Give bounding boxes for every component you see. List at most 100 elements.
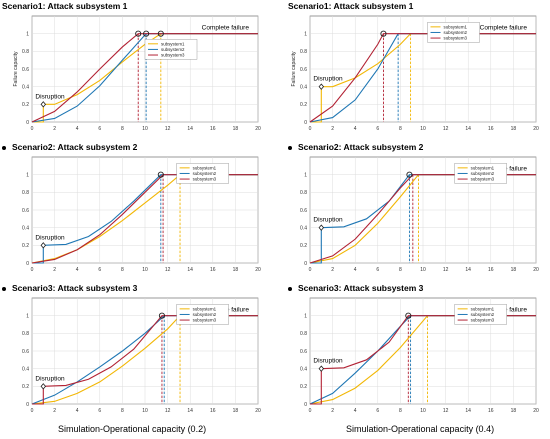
legend-label-subsystem3: subsystem3 <box>193 318 217 323</box>
bullet-icon <box>2 145 6 150</box>
x-tick-label: 6 <box>98 126 101 132</box>
line-chart: 0 2 4 6 8 10 12 14 16 18 20 0 0.2 0.4 0.6 0.8 1 Disruptio… <box>22 156 261 273</box>
caption-right: Simulation-Operational capacity (0.4) <box>346 424 495 434</box>
chart-title: Scenario2: Attack subsystem 2 <box>288 142 423 152</box>
y-tick-label: 0 <box>304 402 307 408</box>
x-tick-label: 16 <box>488 267 494 273</box>
legend-box <box>427 22 480 43</box>
chart-title: Scenario2: Attack subsystem 2 <box>2 142 137 152</box>
x-tick-label: 20 <box>255 126 261 132</box>
failure-point-marker <box>157 171 164 178</box>
x-tick-label: 10 <box>420 126 426 132</box>
legend-label-subsystem3: subsystem3 <box>471 318 495 323</box>
x-tick-label: 2 <box>331 267 334 273</box>
x-tick-label: 18 <box>511 408 517 414</box>
y-tick-label: 0.6 <box>300 349 307 355</box>
chart-panel-6: Scenario3: Attack subsystem 3 0 2 4 6 8 10 12 14… <box>278 282 550 420</box>
legend-label-subsystem3: subsystem3 <box>161 53 185 58</box>
legend-label-subsystem2: subsystem2 <box>193 171 217 176</box>
chart-title: Scenario3: Attack subsystem 3 <box>288 283 423 293</box>
legend-label-subsystem3: subsystem3 <box>444 36 468 41</box>
x-tick-label: 16 <box>488 126 494 132</box>
x-tick-label: 12 <box>443 267 449 273</box>
legend-label-subsystem3: subsystem3 <box>193 177 217 182</box>
series-line-subsystem3 <box>310 315 536 405</box>
series-line-subsystem3 <box>32 315 258 405</box>
x-tick-label: 16 <box>210 408 216 414</box>
y-axis-label: Failure capacity <box>13 51 19 87</box>
bullet-icon <box>288 145 292 150</box>
chart-title-text: Scenario2: Attack subsystem 2 <box>12 142 138 152</box>
x-tick-label: 6 <box>98 408 101 414</box>
y-tick-label: 0.6 <box>300 67 307 73</box>
x-tick-label: 12 <box>165 126 171 132</box>
x-tick-label: 8 <box>399 408 402 414</box>
chart-panel-5: Scenario3: Attack subsystem 3 0 2 4 6 8 10 12 14… <box>0 282 272 420</box>
disruption-label: Disruption <box>313 358 343 365</box>
failure-point-marker <box>380 30 387 37</box>
bullet-icon <box>288 286 292 291</box>
x-tick-label: 4 <box>76 408 79 414</box>
legend-label-subsystem1: subsystem1 <box>471 306 495 311</box>
x-tick-label: 16 <box>210 267 216 273</box>
failure-point-marker <box>406 171 413 178</box>
x-tick-label: 12 <box>165 267 171 273</box>
series-line-subsystem1 <box>31 315 258 405</box>
x-tick-label: 8 <box>121 126 124 132</box>
legend-label-subsystem2: subsystem2 <box>161 47 185 52</box>
legend-box <box>454 304 507 325</box>
chart-panel-2: Scenario1: Attack subsystem 1 0 2 4 6 8 10 12 14… <box>278 0 550 138</box>
chart-panel-3: Scenario2: Attack subsystem 2 0 2 4 6 8 10 12 14… <box>0 141 272 279</box>
line-chart: 0 2 4 6 8 10 12 14 16 18 20 0 0.2 0.4 0.6 0.8 1 Disruptio… <box>300 297 539 414</box>
legend-label-subsystem1: subsystem1 <box>193 306 217 311</box>
y-tick-label: 0 <box>26 120 29 126</box>
x-tick-label: 4 <box>76 267 79 273</box>
chart-title-text: Scenario2: Attack subsystem 2 <box>298 142 424 152</box>
chart-panel-4: Scenario2: Attack subsystem 2 0 2 4 6 8 10 12 14… <box>278 141 550 279</box>
x-tick-label: 14 <box>187 408 193 414</box>
x-tick-label: 8 <box>121 267 124 273</box>
y-tick-label: 0.6 <box>22 349 29 355</box>
legend-label-subsystem1: subsystem1 <box>193 165 217 170</box>
y-tick-label: 0 <box>304 261 307 267</box>
x-tick-label: 0 <box>309 126 312 132</box>
legend-label-subsystem2: subsystem2 <box>193 312 217 317</box>
x-tick-label: 2 <box>53 126 56 132</box>
y-tick-label: 1 <box>304 313 307 319</box>
x-tick-label: 18 <box>233 408 239 414</box>
y-tick-label: 0.8 <box>22 331 29 337</box>
y-tick-label: 1 <box>304 172 307 178</box>
x-tick-label: 4 <box>354 126 357 132</box>
legend-label-subsystem1: subsystem1 <box>161 41 185 46</box>
y-tick-label: 0.6 <box>22 67 29 73</box>
y-tick-label: 0.8 <box>22 190 29 196</box>
disruption-label: Disruption <box>35 234 65 241</box>
failure-point-marker <box>143 30 150 37</box>
x-tick-label: 16 <box>488 408 494 414</box>
x-tick-label: 18 <box>511 267 517 273</box>
x-tick-label: 20 <box>255 408 261 414</box>
disruption-marker <box>40 101 47 108</box>
x-tick-label: 8 <box>399 126 402 132</box>
x-tick-label: 10 <box>142 408 148 414</box>
y-tick-label: 0.2 <box>300 384 307 390</box>
chart-title-text: Scenario3: Attack subsystem 3 <box>298 283 424 293</box>
y-tick-label: 0.8 <box>22 49 29 55</box>
line-chart: 0 2 4 6 8 10 12 14 16 18 20 0 0.2 0.4 0.6 0.8 1 Failure c… <box>13 15 261 132</box>
series-line-subsystem1 <box>32 33 258 123</box>
x-tick-label: 20 <box>255 267 261 273</box>
caption-left: Simulation-Operational capacity (0.2) <box>58 424 207 434</box>
series-line-subsystem2 <box>310 174 536 264</box>
complete-failure-label: Complete failure <box>202 25 250 32</box>
x-tick-label: 6 <box>376 408 379 414</box>
y-tick-label: 0.4 <box>22 366 29 372</box>
x-tick-label: 10 <box>142 267 148 273</box>
disruption-label: Disruption <box>35 93 65 100</box>
y-tick-label: 0.6 <box>22 208 29 214</box>
x-tick-label: 8 <box>121 408 124 414</box>
